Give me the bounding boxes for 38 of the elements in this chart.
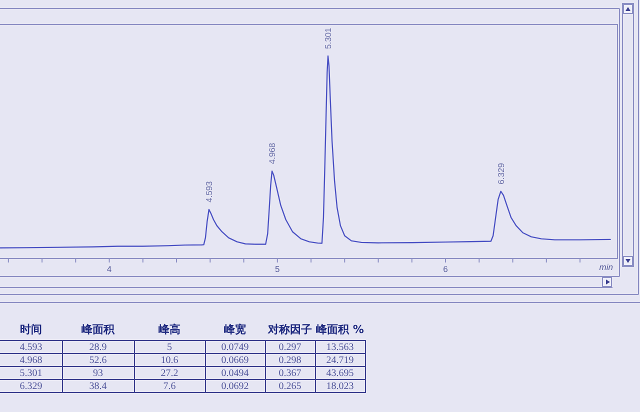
annotation: 6.329 [496, 162, 506, 184]
category-label: 峰面积 % [316, 323, 364, 336]
annotation: 4.593 [204, 180, 214, 203]
text: 5 [167, 342, 172, 353]
x-tick-label: 5 [275, 264, 280, 274]
text: 4.593 [20, 342, 42, 353]
text: 24.719 [326, 355, 354, 366]
x-tick-label: 6 [443, 264, 448, 274]
category-label: 峰面积 [82, 323, 116, 336]
text: 10.6 [160, 355, 178, 366]
text: 6.329 [20, 381, 42, 392]
text: 5.301 [20, 368, 42, 379]
text: 0.265 [278, 381, 302, 392]
text: 0.298 [278, 355, 302, 366]
text: 28.9 [89, 342, 107, 353]
text: 7.6 [163, 381, 176, 392]
text: 52.6 [89, 355, 107, 366]
text: 0.297 [278, 342, 302, 353]
text: 0.0692 [221, 381, 249, 392]
text: 0.0669 [221, 355, 249, 366]
text: 38.4 [89, 381, 107, 392]
category-label: 对称因子 [267, 323, 312, 336]
text: 93 [93, 368, 103, 379]
text: 0.0494 [221, 368, 249, 379]
category-label: 时间 [20, 323, 42, 336]
text: 18.023 [326, 381, 354, 392]
x-tick-label: 4 [106, 264, 112, 274]
text: 0.0749 [221, 342, 249, 353]
x-axis-title: min [599, 262, 614, 272]
category-label: 峰宽 [224, 323, 246, 336]
text: 43.695 [326, 368, 354, 379]
text: 0.367 [278, 368, 302, 379]
annotation: 4.968 [267, 142, 278, 164]
text: 13.563 [326, 342, 354, 353]
text: 27.2 [160, 368, 178, 379]
text: 4.968 [20, 355, 42, 366]
annotation: 5.301 [323, 27, 333, 49]
category-label: 峰高 [158, 323, 180, 336]
